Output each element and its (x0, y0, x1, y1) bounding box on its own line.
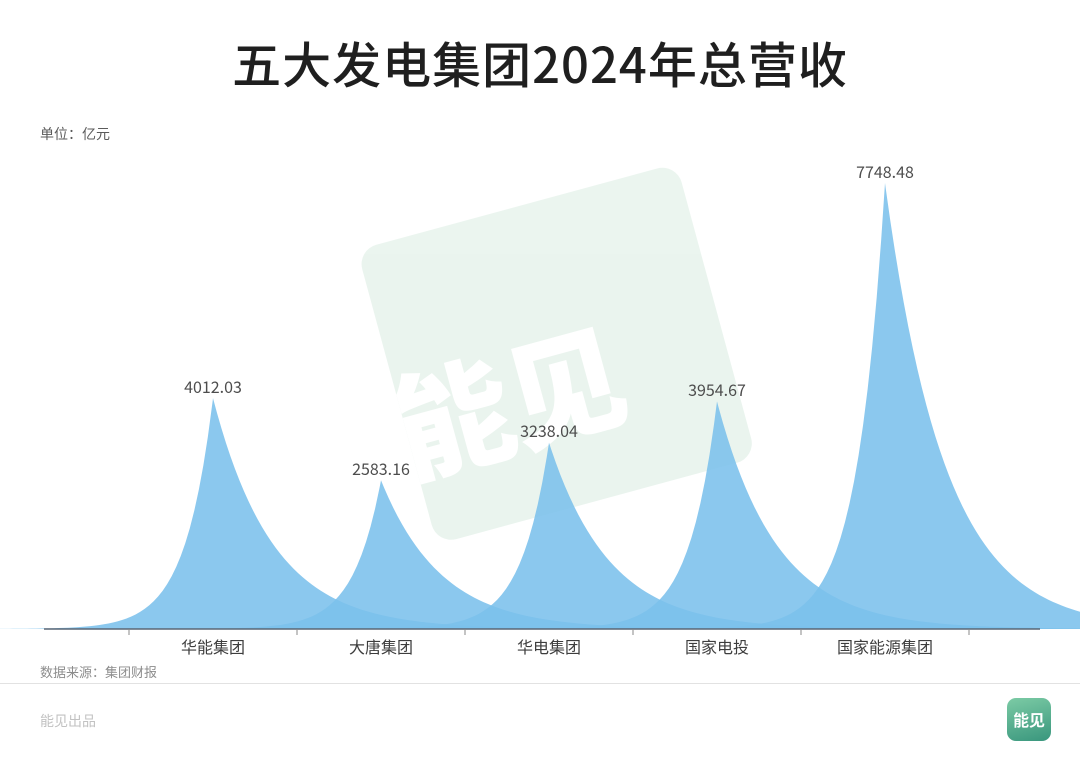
svg-text:能见: 能见 (1013, 708, 1045, 731)
